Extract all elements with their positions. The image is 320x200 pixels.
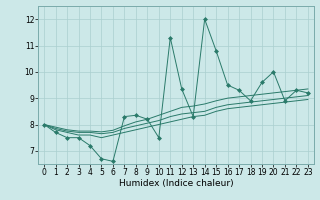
X-axis label: Humidex (Indice chaleur): Humidex (Indice chaleur): [119, 179, 233, 188]
